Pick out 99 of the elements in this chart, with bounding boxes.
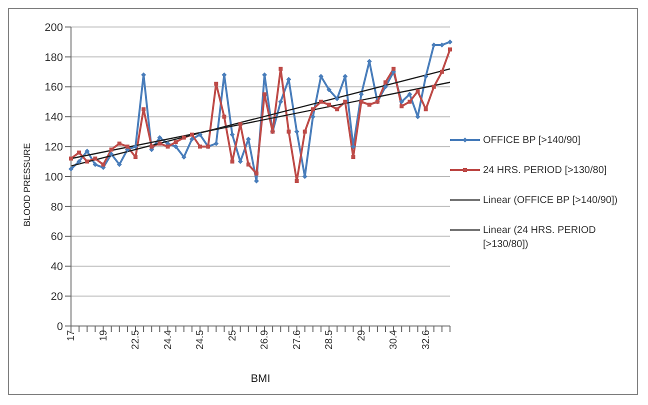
y-tick-label: 40	[50, 261, 63, 274]
point	[383, 80, 388, 84]
point	[327, 102, 332, 107]
point	[246, 162, 250, 167]
y-tick-label: 0	[56, 320, 63, 333]
point	[230, 132, 235, 138]
point	[158, 142, 162, 146]
y-tick-label: 160	[44, 82, 63, 94]
point	[326, 87, 332, 92]
point	[85, 160, 90, 164]
point	[278, 99, 284, 104]
point	[399, 99, 404, 104]
x-tick-label: 25	[227, 330, 238, 342]
point	[92, 162, 98, 168]
point	[351, 155, 356, 160]
x-axis-title: BMI	[250, 373, 270, 385]
x-tick-label: 17	[66, 330, 78, 342]
y-tick-label: 100	[44, 171, 63, 184]
y-tick-label: 20	[50, 291, 63, 304]
point	[93, 156, 98, 161]
point	[343, 100, 348, 104]
y-tick-label: 60	[50, 231, 63, 244]
point	[408, 100, 412, 104]
point	[77, 150, 82, 155]
point	[254, 172, 258, 176]
point	[84, 148, 90, 154]
point	[382, 84, 388, 90]
point	[392, 66, 396, 71]
point	[198, 144, 202, 149]
point	[142, 107, 146, 112]
x-tick-label: 24.4	[162, 330, 174, 350]
point	[350, 144, 356, 150]
point	[310, 114, 316, 120]
point	[174, 140, 178, 144]
point	[262, 92, 267, 96]
point	[400, 104, 404, 108]
y-tick-label: 200	[44, 22, 63, 34]
point	[101, 162, 106, 167]
point	[238, 122, 242, 126]
point	[189, 136, 194, 142]
point	[173, 144, 178, 150]
point	[222, 114, 226, 119]
point	[69, 156, 73, 161]
point	[214, 82, 218, 86]
point	[416, 89, 420, 94]
point	[318, 100, 323, 104]
point	[181, 154, 186, 160]
x-tick-label: 32.6	[420, 330, 432, 350]
y-tick-label: 180	[44, 52, 63, 64]
point	[334, 96, 340, 102]
x-tick-label: 19	[98, 330, 110, 342]
point	[448, 47, 452, 52]
point	[198, 132, 203, 138]
point	[109, 148, 114, 152]
point	[125, 144, 130, 149]
point	[230, 160, 234, 164]
point	[302, 130, 307, 134]
point	[359, 100, 364, 104]
point	[166, 144, 170, 149]
point	[117, 142, 122, 146]
point	[432, 84, 436, 89]
y-tick-label: 80	[50, 201, 63, 214]
point	[423, 74, 428, 79]
point	[278, 66, 283, 71]
x-tick-label: 22.5	[130, 330, 142, 350]
point	[68, 166, 74, 172]
legend-label: Linear (24 HRS. PERIOD [>130/80])	[483, 224, 597, 252]
legend-label: OFFICE BP [>140/90]	[483, 134, 580, 148]
point	[108, 152, 114, 157]
point	[407, 92, 412, 97]
point	[134, 155, 138, 160]
x-tick-label: 28.5	[324, 330, 336, 350]
point	[190, 132, 194, 137]
point	[182, 136, 186, 140]
y-tick-label: 140	[44, 112, 63, 124]
y-axis-title: BLOOD PRESSURE	[22, 142, 32, 226]
point	[448, 39, 452, 44]
point	[133, 144, 138, 150]
point	[286, 130, 291, 134]
x-tick-label: 24.5	[195, 330, 206, 350]
x-tick-label: 26.9	[260, 330, 271, 350]
point	[214, 141, 219, 146]
point	[294, 178, 299, 183]
x-tick-label: 27.6	[292, 330, 303, 350]
point	[310, 107, 315, 112]
point	[424, 107, 428, 112]
legend-label: Linear (OFFICE BP [>140/90])	[483, 194, 618, 208]
point	[116, 162, 122, 168]
point	[150, 144, 154, 149]
point	[440, 70, 444, 74]
point	[76, 159, 82, 164]
y-tick-label: 120	[44, 142, 63, 154]
x-tick-label: 29	[356, 330, 368, 342]
point	[367, 102, 372, 107]
x-tick-label: 30.4	[388, 330, 400, 350]
point	[157, 135, 162, 140]
point	[335, 107, 340, 112]
point	[294, 129, 300, 134]
legend-label: 24 HRS. PERIOD [>130/80]	[483, 164, 607, 178]
